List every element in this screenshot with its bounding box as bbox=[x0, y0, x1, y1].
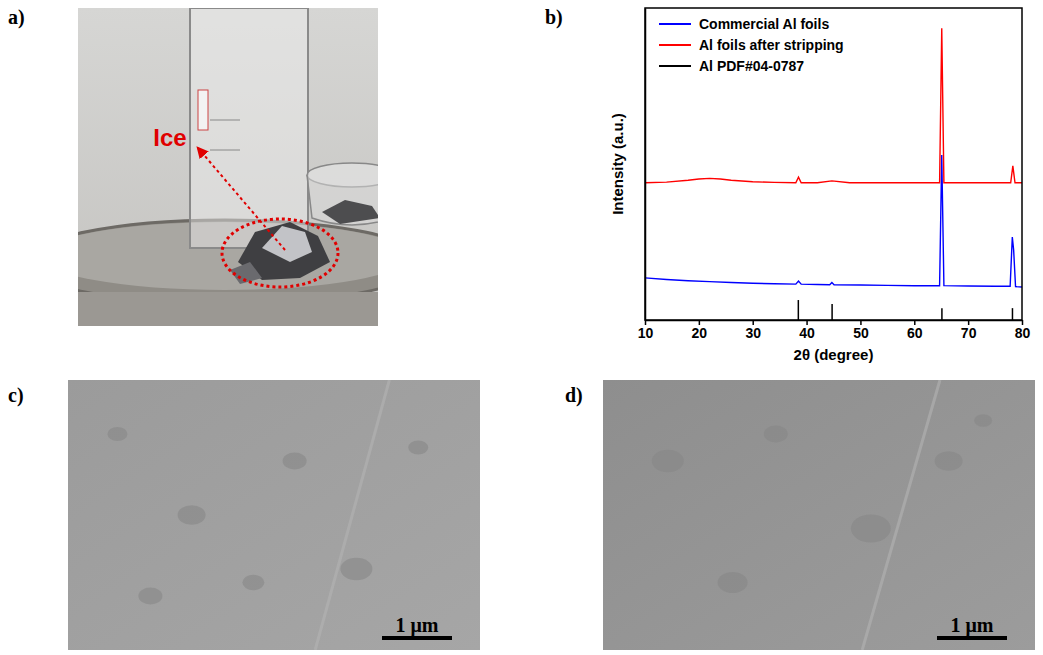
panel-label: a) bbox=[8, 6, 25, 29]
panel-label: d) bbox=[565, 384, 583, 407]
y-axis-title: Intensity (a.u.) bbox=[609, 113, 626, 215]
sem-image bbox=[68, 380, 480, 650]
legend-swatch bbox=[659, 65, 691, 67]
panel-label: c) bbox=[8, 384, 24, 407]
y-axis bbox=[645, 9, 646, 321]
sem-feature bbox=[974, 414, 992, 427]
x-tick: 50 bbox=[853, 320, 869, 341]
x-tick: 80 bbox=[1015, 320, 1031, 341]
x-tick-label: 70 bbox=[961, 325, 977, 341]
sem-feature bbox=[851, 515, 891, 543]
foil-in-dish bbox=[322, 200, 378, 224]
sem-feature bbox=[242, 575, 264, 590]
series-line bbox=[645, 28, 1022, 182]
y-axis-line bbox=[645, 9, 647, 321]
sem-feature bbox=[107, 427, 127, 441]
sem-feature bbox=[138, 588, 162, 605]
annotation-ellipse bbox=[222, 219, 338, 287]
sem-feature bbox=[283, 453, 307, 470]
sem-image bbox=[603, 380, 1035, 650]
sem-scratch bbox=[315, 380, 389, 650]
sem-background bbox=[68, 380, 480, 650]
plot-area bbox=[645, 28, 1022, 320]
x-tick-label: 50 bbox=[853, 325, 869, 341]
sem-feature bbox=[935, 451, 963, 471]
annotation-text: Ice bbox=[153, 124, 186, 151]
beaker bbox=[190, 8, 308, 248]
legend-label: Al foils after stripping bbox=[699, 37, 844, 53]
figure: a) b) c) d) Ice 1 μm 1 μm 10 20 30 40 50 60 70 80 2θ (d… bbox=[0, 0, 1043, 655]
x-axis-title: 2θ (degree) bbox=[794, 346, 874, 363]
x-tick: 20 bbox=[692, 320, 708, 341]
scale-bar-label: 1 μm bbox=[396, 614, 439, 637]
x-tick: 70 bbox=[961, 320, 977, 341]
beaker-label bbox=[198, 90, 208, 130]
x-tick-label: 40 bbox=[799, 325, 815, 341]
beaker-mark bbox=[210, 120, 240, 121]
x-tick-label: 60 bbox=[907, 325, 923, 341]
sem-scratch bbox=[862, 380, 940, 650]
legend-label: Al PDF#04-0787 bbox=[699, 58, 804, 74]
chart: 10 20 30 40 50 60 70 80 2θ (degree) Intensity (a.… bbox=[609, 8, 1030, 363]
beaker-mark bbox=[210, 150, 240, 151]
sem-background bbox=[603, 380, 1035, 650]
x-tick: 30 bbox=[745, 320, 761, 341]
panel-label: b) bbox=[545, 6, 563, 29]
stick bbox=[1012, 308, 1014, 320]
stick bbox=[798, 300, 800, 320]
scale-bar bbox=[937, 636, 1007, 640]
plot-frame bbox=[645, 8, 1022, 320]
sem-feature bbox=[652, 450, 684, 472]
x-tick-label: 80 bbox=[1015, 325, 1031, 341]
annotation-arrow bbox=[198, 148, 285, 250]
series-line bbox=[645, 155, 1022, 287]
legend-swatch bbox=[659, 23, 691, 25]
legend: Commercial Al foils Al foils after stripp… bbox=[659, 16, 844, 74]
x-tick: 10 bbox=[638, 320, 654, 341]
scale-bar-label: 1 μm bbox=[951, 614, 994, 637]
sem-feature bbox=[340, 558, 372, 580]
x-tick-label: 30 bbox=[745, 325, 761, 341]
sem-feature bbox=[408, 441, 428, 455]
x-tick-label: 10 bbox=[638, 325, 654, 341]
legend-label: Commercial Al foils bbox=[699, 16, 829, 32]
sem-feature bbox=[178, 505, 206, 525]
x-axis: 10 20 30 40 50 60 70 80 bbox=[638, 320, 1031, 341]
stick bbox=[831, 304, 833, 320]
sem-feature bbox=[764, 426, 788, 443]
dish-body bbox=[307, 175, 378, 225]
x-tick-label: 20 bbox=[692, 325, 708, 341]
tray-rim bbox=[78, 292, 378, 326]
scale-bar bbox=[382, 636, 452, 640]
sem-feature bbox=[718, 572, 748, 593]
photo bbox=[78, 8, 378, 326]
legend-swatch bbox=[659, 44, 691, 46]
stick bbox=[941, 308, 943, 320]
x-tick: 60 bbox=[907, 320, 923, 341]
x-tick: 40 bbox=[799, 320, 815, 341]
x-axis-line bbox=[646, 320, 1023, 322]
